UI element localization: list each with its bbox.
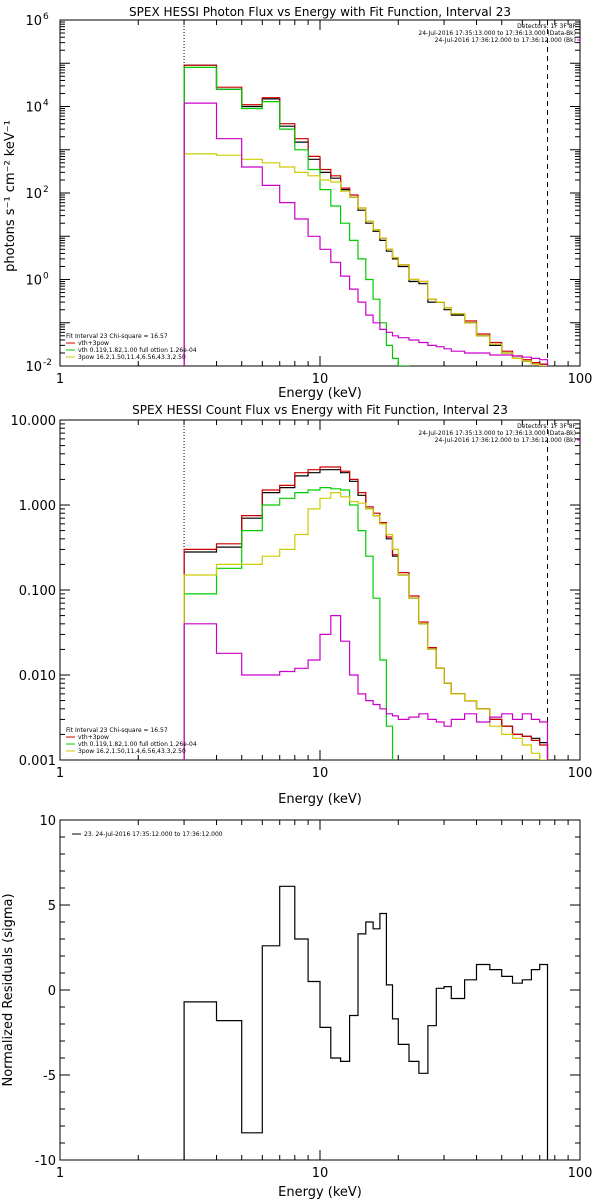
- y-tick-label: 10: [25, 274, 42, 289]
- series-group: [183, 885, 549, 1160]
- series-line-0: [183, 469, 549, 760]
- y-tick-label: 0: [48, 984, 56, 999]
- legend-entry: vth 0.119,1.82,1.00 full ottion 1.26e-04: [78, 741, 197, 748]
- legend-entry: 23. 24-Jul-2016 17:35:12.000 to 17:36:12…: [84, 831, 223, 838]
- header-line: Detectors: 1F 3F 8F: [517, 23, 576, 30]
- x-axis-label: Energy (keV): [278, 792, 362, 807]
- y-tick-exponent: 2: [43, 185, 49, 195]
- legend-entry: 3pow 16.2,1.50,11.4,6.56,43.3,2.50: [78, 354, 186, 361]
- y-ticks: -10 -5 0 5 10: [35, 814, 580, 1169]
- y-tick-label: 0.010: [19, 669, 56, 684]
- x-tick-label: 100: [568, 766, 593, 781]
- series-line-2: [183, 487, 394, 760]
- x-axis-label: Energy (keV): [278, 386, 362, 401]
- x-tick-label: 1: [56, 766, 64, 781]
- plot-frame: [59, 19, 581, 367]
- y-tick-label: 10.000: [11, 414, 57, 429]
- y-ticks: 0.001 0.010 0.100 1.000 10.000: [11, 414, 580, 769]
- y-tick-exponent: 6: [43, 12, 49, 22]
- header-line: 24-Jul-2016 17:35:13.000 to 17:36:13.000…: [418, 430, 576, 437]
- y-tick-label: 10: [25, 187, 42, 202]
- photon-flux-panel: SPEX HESSI Photon Flux vs Energy with Fi…: [3, 5, 593, 401]
- x-axis-label: Energy (keV): [278, 1185, 362, 1200]
- count-flux-panel: SPEX HESSI Count Flux vs Energy with Fit…: [11, 403, 593, 807]
- x-ticks: 1 10 100: [56, 20, 593, 387]
- x-ticks: 1 10 100: [56, 820, 593, 1181]
- y-tick-label: -5: [43, 1069, 56, 1084]
- y-tick-exponent: 0: [43, 272, 49, 282]
- series-line-3: [183, 153, 549, 366]
- y-tick-label: 10: [25, 360, 42, 375]
- y-tick-label: 10: [25, 14, 42, 29]
- header-line: 24-Jul-2016 17:35:13.000 to 17:36:13.000…: [418, 30, 576, 37]
- legend-entry: vth+3pow: [78, 734, 109, 741]
- series-line-3: [183, 492, 549, 760]
- y-tick-label: 0.100: [19, 584, 56, 599]
- panel-title: SPEX HESSI Photon Flux vs Energy with Fi…: [129, 5, 511, 19]
- header-line: Detectors: 1F 3F 8F: [517, 423, 576, 430]
- y-tick-label: 10: [39, 814, 56, 829]
- legend-entry: vth 0.119,1.82,1.00 full ottion 1.26e-04: [78, 347, 197, 354]
- series-line-0: [183, 885, 549, 1160]
- header-line: 24-Jul-2016 17:36:12.000 to 17:36:12.000…: [435, 37, 576, 44]
- series-line-4: [183, 615, 549, 760]
- x-tick-label: 10: [312, 766, 329, 781]
- series-group: [183, 466, 549, 760]
- y-tick-label: 5: [48, 899, 56, 914]
- header-line: 24-Jul-2016 17:36:12.000 to 17:36:12.000…: [435, 437, 576, 444]
- y-tick-label: 0.001: [19, 754, 56, 769]
- series-line-4: [183, 102, 549, 366]
- x-tick-label: 100: [568, 372, 593, 387]
- y-axis-label: photons s⁻¹ cm⁻² keV⁻¹: [3, 120, 18, 272]
- series-group: [183, 64, 549, 366]
- panel-title: SPEX HESSI Count Flux vs Energy with Fit…: [132, 403, 508, 417]
- y-tick-label: -10: [35, 1154, 56, 1169]
- legend-entry: Fit Interval 23 Chi-square = 16.57: [66, 333, 168, 340]
- x-tick-label: 1: [56, 372, 64, 387]
- x-tick-label: 100: [568, 1166, 593, 1181]
- y-tick-exponent: 4: [43, 99, 49, 109]
- legend-entry: Fit Interval 23 Chi-square = 16.57: [66, 727, 168, 734]
- legend-entry: 3pow 16.2,1.50,11.4,6.56,43.3,2.50: [78, 748, 186, 755]
- y-tick-label: 1.000: [19, 499, 56, 514]
- legend-entry: vth+3pow: [78, 340, 109, 347]
- x-tick-label: 10: [312, 372, 329, 387]
- y-tick-label: 10: [25, 101, 42, 116]
- series-line-1: [183, 466, 549, 760]
- residuals-panel: 1 10 100 -10 -5 0 5 10 23. 24-Jul-2016 17:35:12.…: [1, 814, 592, 1200]
- y-tick-exponent: -2: [43, 358, 52, 368]
- y-axis-label: Normalized Residuals (sigma): [1, 893, 16, 1086]
- x-tick-label: 1: [56, 1166, 64, 1181]
- series-line-2: [183, 66, 410, 366]
- x-tick-label: 10: [312, 1166, 329, 1181]
